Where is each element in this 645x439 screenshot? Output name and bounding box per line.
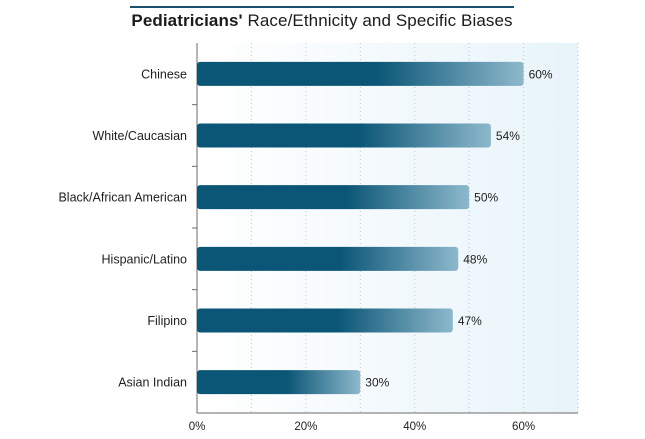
category-label: Filipino — [147, 314, 187, 328]
chart-title-text: Pediatricians' Race/Ethnicity and Specif… — [130, 11, 514, 31]
chart-title-bold: Pediatricians' — [131, 11, 243, 30]
value-label: 54% — [496, 129, 520, 143]
category-label: Chinese — [141, 67, 187, 81]
category-label: White/Caucasian — [93, 129, 188, 143]
plot-background — [197, 43, 578, 413]
bar-white-caucasian — [197, 123, 491, 148]
value-label: 50% — [474, 191, 498, 205]
value-label: 30% — [365, 376, 389, 390]
x-tick-label: 0% — [189, 421, 206, 433]
bar-black-african-american — [197, 185, 470, 210]
bar-hispanic-latino — [197, 246, 459, 271]
chart-title-rest: Race/Ethnicity and Specific Biases — [247, 11, 513, 30]
x-tick-label: 60% — [512, 421, 535, 433]
value-label: 47% — [458, 314, 482, 328]
x-tick-label: 20% — [294, 421, 317, 433]
bar-chinese — [197, 61, 524, 86]
bar-asian-indian — [197, 370, 361, 395]
title-rule — [130, 6, 514, 8]
value-label: 60% — [529, 67, 553, 81]
category-label: Hispanic/Latino — [102, 252, 188, 266]
bar-filipino — [197, 308, 453, 333]
category-label: Black/African American — [58, 191, 187, 205]
x-tick-label: 40% — [403, 421, 426, 433]
value-label: 48% — [463, 252, 487, 266]
category-label: Asian Indian — [118, 376, 187, 390]
chart-title: Pediatricians' Race/Ethnicity and Specif… — [130, 6, 514, 36]
